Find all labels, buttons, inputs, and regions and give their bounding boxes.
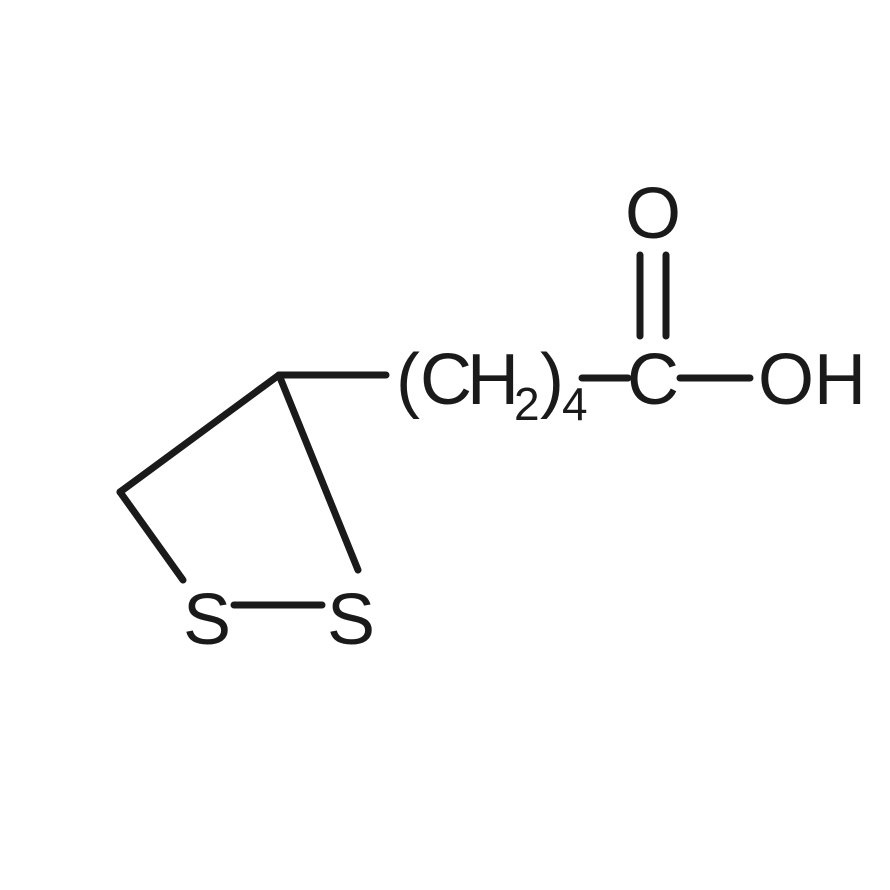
bond-s2-top <box>279 375 358 570</box>
ch2-repeat-group: ( C H 2 ) 4 <box>396 340 588 430</box>
group-c: C <box>420 340 472 420</box>
carboxyl-c: C <box>627 340 679 420</box>
chemical-structure-diagram: S S ( C H 2 ) 4 C O OH <box>0 0 890 890</box>
group-repeat-subscript: 4 <box>562 378 588 430</box>
bond-ring-top-left <box>120 375 279 492</box>
group-h-subscript: 2 <box>514 378 540 430</box>
atom-s1: S <box>183 580 231 660</box>
atom-oh: OH <box>758 340 866 420</box>
group-open-paren: ( <box>396 340 420 420</box>
atom-o-double: O <box>625 174 681 254</box>
group-close-paren: ) <box>540 340 564 420</box>
bond-ring-left-s1 <box>120 492 183 580</box>
group-h: H <box>467 340 519 420</box>
atom-s2: S <box>327 580 375 660</box>
